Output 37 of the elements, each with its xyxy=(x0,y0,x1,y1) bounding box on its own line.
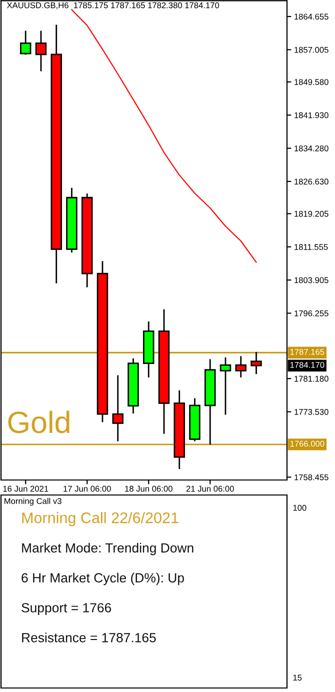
text: 1784.170 xyxy=(290,362,324,368)
x-tick-label: 18 Jun 06:00 xyxy=(125,486,172,492)
candlestick xyxy=(35,30,47,72)
ref-line-label: 1766.000 xyxy=(290,440,324,447)
text: Resistance = 1787.165 xyxy=(22,632,156,642)
text: Market Mode: Trending Down xyxy=(22,542,194,556)
y-tick-label: 1841.930 xyxy=(294,112,328,118)
text: 100 xyxy=(293,504,306,511)
text: Morning Call v3 xyxy=(4,498,62,506)
y-tick-label: 1773.530 xyxy=(294,408,328,415)
candlestick xyxy=(20,30,32,55)
candlestick xyxy=(220,357,232,415)
x-tick-label: 17 Jun 06:00 xyxy=(64,486,111,492)
y-tick-label: 1781.180 xyxy=(294,376,328,382)
annotation: Gold xyxy=(8,410,70,434)
candlestick xyxy=(250,352,262,374)
y-tick-label: 1849.580 xyxy=(294,79,328,85)
candlestick xyxy=(235,356,246,378)
ref-line-label: 1787.165 xyxy=(290,348,324,355)
y-tick-label: 1811.555 xyxy=(294,244,328,250)
y-tick-label: 1864.655 xyxy=(294,14,328,20)
line-series xyxy=(71,9,257,263)
y-tick-label: 1857.005 xyxy=(294,46,328,53)
y-tick-label: 1819.205 xyxy=(294,210,328,217)
text: Support = 1766 xyxy=(22,603,112,616)
y-tick-label: 1826.630 xyxy=(294,178,328,185)
y-tick-label: 1758.455 xyxy=(294,474,328,480)
x-tick-label: 16 Jun 2021 xyxy=(3,486,48,492)
text: 6 Hr Market Cycle (D%): Up xyxy=(22,572,184,586)
chart-title: XAUUSD.GB,H6 1785.175 1787.165 1782.380 1784.170 xyxy=(6,2,220,10)
y-tick-label: 1803.905 xyxy=(294,277,328,284)
y-tick-label: 1796.255 xyxy=(294,310,328,316)
x-tick-label: 21 Jun 06:00 xyxy=(186,486,234,492)
text: Morning Call 22/6/2021 xyxy=(22,512,178,526)
text: 15 xyxy=(293,674,302,681)
y-tick-label: 1834.280 xyxy=(294,145,328,152)
candlestick xyxy=(112,375,124,442)
